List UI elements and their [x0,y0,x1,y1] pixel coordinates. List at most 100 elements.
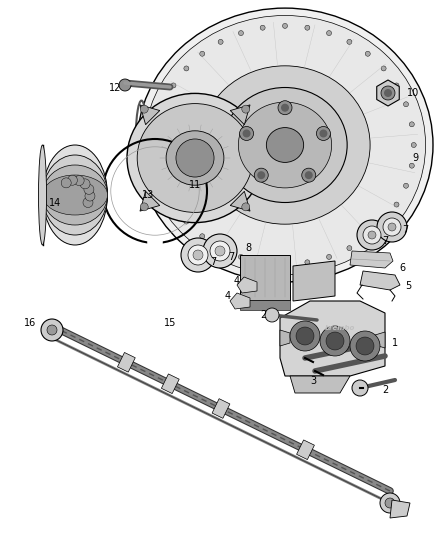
Circle shape [154,142,159,148]
Polygon shape [140,105,160,125]
Circle shape [265,308,279,322]
Text: 12: 12 [109,83,121,93]
Circle shape [181,238,215,272]
Circle shape [243,130,251,138]
Circle shape [383,218,401,236]
Text: 13: 13 [142,190,154,200]
Circle shape [80,179,90,189]
Text: 8: 8 [245,243,251,253]
Circle shape [377,212,407,242]
Text: 6: 6 [399,263,405,273]
Bar [240,300,290,310]
Circle shape [84,184,94,195]
Circle shape [352,380,368,396]
Circle shape [316,126,330,141]
Polygon shape [161,374,179,393]
Circle shape [254,168,268,182]
Ellipse shape [42,145,107,245]
Circle shape [296,327,314,345]
Text: brembo: brembo [325,325,355,331]
Circle shape [184,219,189,224]
Text: 2: 2 [260,310,266,320]
Circle shape [260,25,265,30]
Polygon shape [117,352,135,372]
Circle shape [381,86,395,100]
Text: 10: 10 [407,88,419,98]
Circle shape [74,175,84,185]
Text: 4: 4 [225,291,231,301]
Ellipse shape [200,66,370,224]
Circle shape [381,219,386,224]
Circle shape [61,178,71,188]
Polygon shape [390,500,410,518]
Circle shape [162,102,166,107]
Polygon shape [280,301,385,376]
Circle shape [203,234,237,268]
Circle shape [171,83,176,88]
Polygon shape [237,277,257,293]
Circle shape [281,104,289,112]
Circle shape [215,246,225,256]
Polygon shape [280,330,290,346]
Text: 7: 7 [382,236,388,246]
Text: 4: 4 [234,276,240,286]
Circle shape [171,202,176,207]
Polygon shape [290,376,350,393]
Circle shape [218,39,223,44]
Ellipse shape [42,175,107,215]
Polygon shape [297,440,314,459]
Text: 2: 2 [382,385,388,395]
Text: 15: 15 [164,318,176,328]
Polygon shape [230,105,250,125]
Ellipse shape [127,93,263,223]
Circle shape [240,126,254,141]
Circle shape [155,163,161,168]
Text: 7: 7 [228,252,234,262]
Circle shape [347,39,352,44]
Circle shape [403,183,409,188]
Text: 5: 5 [405,281,411,291]
Circle shape [356,337,374,355]
Text: 16: 16 [24,318,36,328]
Circle shape [327,254,332,260]
Ellipse shape [137,103,253,212]
Circle shape [320,326,350,356]
Polygon shape [212,399,230,418]
Circle shape [67,175,78,185]
Circle shape [409,163,414,168]
Circle shape [394,202,399,207]
Circle shape [327,30,332,36]
Circle shape [140,203,148,211]
Polygon shape [293,261,335,301]
Polygon shape [140,191,160,211]
Circle shape [184,66,189,71]
Polygon shape [350,251,393,268]
Text: 3: 3 [310,376,316,386]
Circle shape [403,102,409,107]
Circle shape [210,241,230,261]
Circle shape [365,234,370,239]
Circle shape [119,79,131,91]
Circle shape [290,321,320,351]
Text: 7: 7 [402,225,408,235]
Circle shape [305,171,313,179]
Bar [240,255,290,300]
Circle shape [155,122,161,127]
Polygon shape [230,191,250,211]
Circle shape [384,89,392,97]
Ellipse shape [137,8,433,282]
Circle shape [238,254,244,260]
Circle shape [257,171,265,179]
Circle shape [242,203,250,211]
Circle shape [83,198,93,207]
Ellipse shape [238,102,332,188]
Ellipse shape [145,15,426,274]
Polygon shape [377,80,399,106]
Circle shape [385,498,395,508]
Circle shape [365,51,370,56]
Circle shape [41,319,63,341]
Circle shape [140,105,148,113]
Circle shape [319,130,328,138]
Text: 14: 14 [49,198,61,208]
Circle shape [176,139,214,177]
